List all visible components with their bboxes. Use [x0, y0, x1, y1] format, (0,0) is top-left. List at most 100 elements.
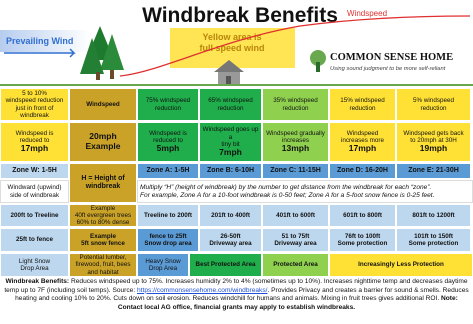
brand: COMMON SENSE HOME — [330, 52, 453, 63]
cell-text: Driveway area — [274, 240, 317, 247]
table-cell: 51 to 75ft Driveway area — [262, 228, 329, 252]
footer: Windbreak Benefits: Reduces windspeed up… — [4, 278, 469, 312]
cell-text: increases more — [340, 137, 385, 145]
cell-text: Windspeed is — [15, 129, 54, 137]
cell-text: Some protection — [408, 240, 459, 247]
cell-text: windbreak — [20, 111, 49, 119]
table-cell: Windspeed is reduced to 17mph — [0, 122, 69, 162]
table-cell: 35% windspeed reduction — [262, 88, 329, 121]
cell-text: Zone E: 21-30H — [408, 166, 459, 174]
cell-text: Windspeed is — [149, 129, 187, 137]
cell-text: Drop Area — [20, 265, 49, 272]
cell-text: reduction — [282, 104, 309, 112]
legend-item: Light Snow Drop Area — [0, 253, 69, 277]
legend-item: Potential lumber, firewood, fruit, bees an… — [69, 253, 137, 277]
cell-text: reduction — [217, 104, 244, 112]
legend-item: Protected Area — [262, 253, 329, 277]
cell-text: Windspeed goes up a — [202, 126, 259, 141]
cell-text: tiny bit — [221, 140, 240, 148]
legend-item: Best Protected Area — [189, 253, 262, 277]
cell-text: reduction — [155, 104, 181, 112]
footer-link[interactable]: https://commonsensehome.com/windbreaks/ — [137, 286, 268, 294]
footer-text: . Provides Privacy and creates a barrier… — [15, 286, 469, 303]
cell-text: 5ft snow fence — [81, 240, 125, 247]
table-cell: 401ft to 600ft — [262, 204, 329, 227]
table-cell: Example 5ft snow fence — [69, 228, 137, 252]
cell-text: Zone C: 11-15H — [270, 166, 321, 174]
yellow-note: full speed wind — [199, 43, 264, 53]
wind-label: Prevailing Wind — [6, 36, 73, 46]
cell-text: 65% windspeed — [208, 97, 253, 105]
cell-text: Zone B: 6-10H — [206, 166, 255, 174]
cell-text: Driveway area — [209, 240, 252, 247]
table-cell: 76ft to 100ft Some protection — [329, 228, 396, 252]
cell-text: Increasingly Less Protection — [358, 261, 444, 269]
cell-text: fence to 25ft — [149, 232, 187, 240]
table-cell: Windspeed gradually increases 13mph — [262, 122, 329, 162]
wind-arrow — [4, 48, 76, 58]
cell-text: increases — [282, 137, 309, 145]
cell-text: side of windbreak — [9, 191, 59, 199]
cell-text: Windspeed gradually — [266, 129, 325, 137]
table-cell: 200ft to Treeline — [0, 204, 69, 227]
cell-text: 17mph — [20, 143, 49, 154]
cell-text: Heavy Snow — [145, 257, 181, 265]
cell-text: Snow drop area — [144, 240, 192, 247]
cell-text: reduction — [420, 104, 447, 112]
cell-text: just in front of — [15, 104, 54, 112]
cell-text: reduction — [349, 104, 376, 112]
cell-text: 20mph — [89, 131, 117, 142]
cell-text: Windspeed — [86, 100, 120, 108]
yellow-area — [170, 28, 295, 68]
cell-text: to 20mph at 30H — [410, 137, 457, 145]
cell-text: 15% windspeed — [340, 97, 385, 105]
table-cell: H = Height of windbreak — [69, 163, 137, 203]
cell-text: Windspeed — [346, 129, 379, 137]
table-cell: Zone A: 1-5H — [137, 163, 199, 179]
cell-text: 201ft to 400ft — [211, 211, 250, 219]
cell-text: 17mph — [348, 143, 377, 154]
table-cell: 15% windspeed reduction — [329, 88, 396, 121]
table-cell: 601ft to 800ft — [329, 204, 396, 227]
table-cell: Multiply “H” (height of windbreak) by th… — [137, 180, 473, 203]
cell-text: Multiply “H” (height of windbreak) by th… — [140, 183, 432, 191]
cell-text: 5mph — [156, 143, 180, 154]
cell-text: Windspeed gets back — [403, 129, 464, 137]
cell-text: Treeline to 200ft — [144, 211, 192, 219]
wind-band — [0, 30, 90, 52]
cell-text: reduced to — [19, 137, 50, 145]
cell-text: Protected Area — [273, 261, 318, 269]
table-cell: Zone W: 1-5H — [0, 163, 69, 179]
cell-text: and habitat — [87, 268, 119, 276]
table-cell: 5% windspeed reduction — [396, 88, 471, 121]
table-cell: Windspeed increases more 17mph — [329, 122, 396, 162]
cell-text: Windward (upwind) — [7, 184, 62, 192]
cell-text: Some protection — [337, 240, 388, 247]
cell-text: Zone W: 1-5H — [12, 166, 57, 174]
table-cell: Treeline to 200ft — [137, 204, 199, 227]
table-cell: 201ft to 400ft — [199, 204, 262, 227]
table-cell: Windspeed — [69, 88, 137, 121]
cell-text: For example, Zone A for a 10-foot windbr… — [140, 191, 435, 199]
table-cell: Windspeed goes up a tiny bit 7mph — [199, 122, 262, 162]
cell-text: Best Protected Area — [195, 261, 256, 269]
footer-lead: Windbreak Benefits: — [5, 278, 70, 285]
legend-item: Increasingly Less Protection — [329, 253, 473, 277]
title: Windbreak Benefits — [142, 4, 338, 27]
table-cell: Windspeed is reduced to 5mph — [137, 122, 199, 162]
cell-text: H = Height of — [81, 174, 125, 182]
cell-text: windbreak — [85, 183, 121, 190]
table-cell: fence to 25ft Snow drop area — [137, 228, 199, 252]
cell-text: 51 to 75ft — [281, 232, 310, 240]
table-cell: Zone E: 21-30H — [396, 163, 471, 179]
table-cell: Zone C: 11-15H — [262, 163, 329, 179]
table-cell: Zone B: 6-10H — [199, 163, 262, 179]
cell-text: Example — [90, 204, 116, 212]
table-cell: 26-50ft Driveway area — [199, 228, 262, 252]
footer-note: Note: Contact local AG office, financial… — [117, 295, 458, 311]
cell-text: windspeed reduction — [5, 97, 64, 105]
cell-text: 5 to 10% — [22, 90, 47, 98]
cell-text: 19mph — [419, 143, 448, 154]
cell-text: 75% windspeed — [145, 97, 191, 105]
cell-text: 401ft to 600ft — [276, 211, 315, 219]
